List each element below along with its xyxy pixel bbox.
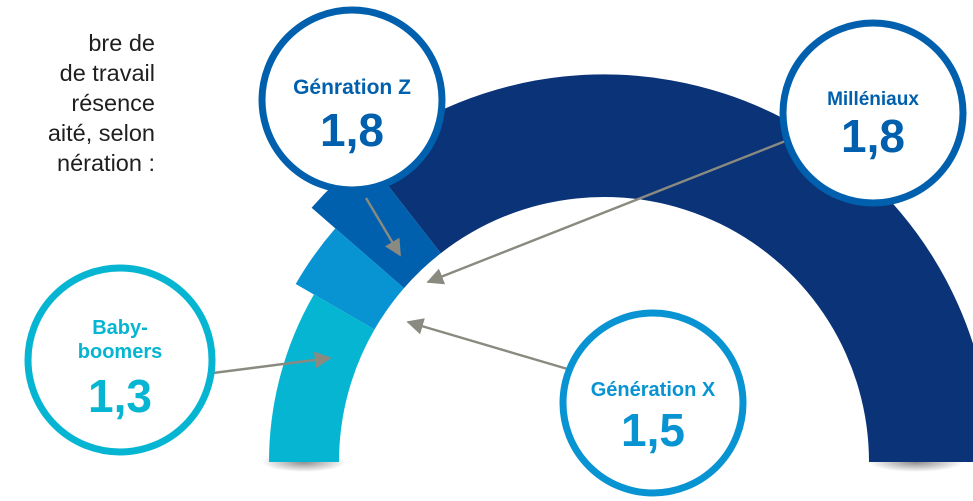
millenials-value: 1,8 — [841, 110, 905, 162]
intro-line: nération : — [57, 150, 155, 176]
gen-x-bubble: Génération X 1,5 — [559, 309, 747, 497]
boomers-name-line-1: Baby- — [92, 317, 148, 339]
gen-z-value: 1,8 — [320, 104, 384, 156]
millenials-connector — [426, 138, 789, 285]
intro-text: bre de de travail résence aité, selon né… — [48, 28, 155, 178]
gen-x-connector — [406, 318, 572, 372]
gen-z-connector — [364, 197, 402, 257]
intro-line: bre de — [88, 30, 155, 56]
gen-x-name: Génération X — [591, 379, 716, 401]
gen-z-bubble: Génration Z 1,8 — [258, 6, 446, 194]
gen-z-name: Génration Z — [293, 76, 411, 99]
boomers-name-line-2: boomers — [78, 341, 162, 363]
intro-line: aité, selon — [47, 120, 155, 146]
millenials-circle — [779, 19, 967, 207]
boomers-circle — [24, 264, 216, 456]
intro-line: de travail — [59, 60, 155, 86]
intro-line: résence — [71, 90, 155, 116]
gen-x-value: 1,5 — [621, 404, 685, 456]
boomers-bubble: Baby- boomers 1,3 — [24, 264, 216, 456]
boomers-connector — [212, 351, 332, 375]
gen-x-circle — [559, 309, 747, 497]
millenials-bubble: Milléniaux 1,8 — [779, 19, 967, 207]
boomers-arc — [269, 294, 375, 462]
millenials-name: Milléniaux — [827, 89, 919, 110]
gen-z-circle — [258, 6, 446, 194]
gen-x-arc — [295, 228, 404, 330]
boomers-value: 1,3 — [88, 370, 152, 422]
